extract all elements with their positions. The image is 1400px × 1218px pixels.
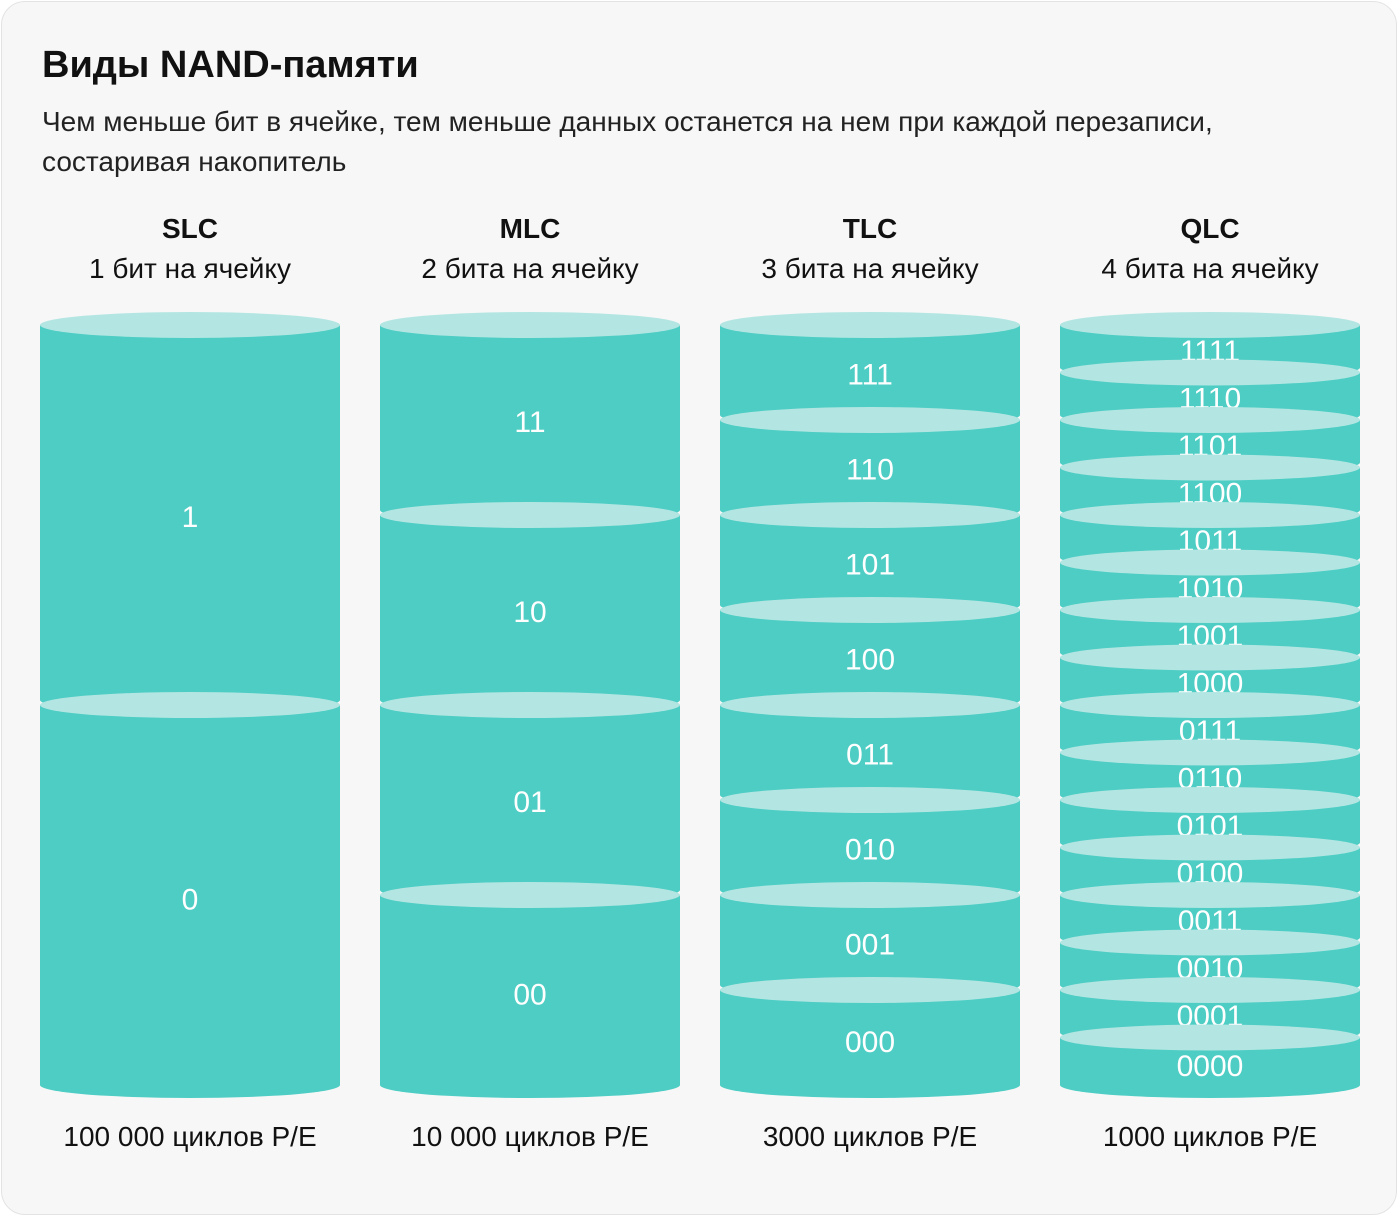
column-header-qlc: QLC 4 бита на ячейку xyxy=(1040,212,1380,286)
diagram-subtitle: Чем меньше бит в ячейке, тем меньше данн… xyxy=(42,106,1213,177)
diagram-title: Виды NAND-памяти xyxy=(42,44,419,86)
segment-top xyxy=(1060,977,1360,1003)
segment-state-label: 011 xyxy=(846,739,894,772)
segment-top xyxy=(720,977,1020,1003)
segment-top xyxy=(1060,882,1360,908)
segment-state-label: 111 xyxy=(847,359,893,392)
column-cycles-mlc: 10 000 циклов P/E xyxy=(411,1121,649,1152)
cell-state-segment: 0000 xyxy=(1060,1024,1360,1098)
segment-state-label: 110 xyxy=(846,454,894,487)
segment-top xyxy=(380,692,680,718)
segment-top xyxy=(1060,407,1360,433)
segment-top xyxy=(1060,597,1360,623)
segment-body xyxy=(1060,1037,1360,1098)
segment-top xyxy=(1060,312,1360,338)
column-description: 4 бита на ячейку xyxy=(1101,253,1319,284)
segment-body xyxy=(380,895,680,1098)
segment-top xyxy=(720,692,1020,718)
segment-body xyxy=(720,515,1020,618)
segment-state-label: 000 xyxy=(845,1026,895,1059)
column-name: SLC xyxy=(162,213,218,244)
cell-state-segment: 110 xyxy=(720,407,1020,523)
segment-top xyxy=(1060,549,1360,576)
segment-top xyxy=(1060,834,1360,861)
segment-top xyxy=(1060,787,1360,813)
segment-top xyxy=(720,407,1020,433)
segment-state-label: 01 xyxy=(513,786,546,819)
stack-qlc: 1111111011011100101110101001100001110110… xyxy=(1060,312,1360,1098)
column-description: 3 бита на ячейку xyxy=(761,253,979,284)
column-name: MLC xyxy=(499,213,561,244)
segment-top xyxy=(380,312,680,338)
column-cycles-tlc: 3000 циклов P/E xyxy=(762,1121,978,1152)
segment-body xyxy=(380,515,680,713)
segment-body xyxy=(720,610,1020,713)
cell-state-segment: 111 xyxy=(720,312,1020,428)
column-description: 1 бит на ячейку xyxy=(89,253,291,284)
segment-top xyxy=(1060,692,1360,718)
stack-tlc: 111 110 101 100 011 010 001 000 xyxy=(720,312,1020,1098)
stack-slc: 10 xyxy=(40,312,340,1098)
segment-top xyxy=(1060,502,1360,528)
column-header-mlc: MLC 2 бита на ячейку xyxy=(360,212,700,286)
segment-state-label: 010 xyxy=(845,834,895,867)
segment-state-label: 10 xyxy=(513,596,546,629)
segment-top xyxy=(1060,929,1360,956)
segment-state-label: 1 xyxy=(182,501,199,534)
segment-top xyxy=(720,882,1020,908)
segment-body xyxy=(380,325,680,523)
cell-state-segment: 0 xyxy=(40,692,340,1098)
segment-top xyxy=(1060,739,1360,766)
segment-top xyxy=(40,692,340,718)
column-cycles-slc: 100 000 циклов P/E xyxy=(63,1121,317,1152)
cell-state-segment: 00 xyxy=(380,882,680,1098)
segment-body xyxy=(720,325,1020,428)
segment-body xyxy=(720,990,1020,1098)
segment-state-label: 00 xyxy=(513,979,546,1012)
segment-top xyxy=(1060,454,1360,481)
cell-state-segment: 001 xyxy=(720,882,1020,998)
cell-state-segment: 10 xyxy=(380,502,680,713)
cell-state-segment: 11 xyxy=(380,312,680,523)
column-description: 2 бита на ячейку xyxy=(421,253,639,284)
segment-top xyxy=(1060,644,1360,671)
cell-state-segment: 100 xyxy=(720,597,1020,713)
segment-body xyxy=(40,705,340,1098)
segment-state-label: 11 xyxy=(514,406,545,439)
cell-state-segment: 010 xyxy=(720,787,1020,903)
segment-body xyxy=(720,705,1020,808)
column-name: QLC xyxy=(1180,213,1240,244)
stack-mlc: 11 10 01 00 xyxy=(380,312,680,1098)
segment-top xyxy=(720,312,1020,338)
segment-state-label: 100 xyxy=(845,644,895,677)
cell-state-segment: 01 xyxy=(380,692,680,903)
segment-state-label: 001 xyxy=(845,929,895,962)
column-cycles-qlc: 1000 циклов P/E xyxy=(1102,1121,1318,1152)
segment-top xyxy=(720,597,1020,623)
segment-state-label: 0 xyxy=(182,884,199,917)
segment-top xyxy=(720,787,1020,813)
segment-state-label: 0000 xyxy=(1177,1050,1244,1083)
segment-top xyxy=(1060,359,1360,386)
column-name: TLC xyxy=(842,213,898,244)
cell-state-segment: 000 xyxy=(720,977,1020,1098)
segment-state-label: 101 xyxy=(845,549,895,582)
segment-body xyxy=(720,895,1020,998)
column-header-tlc: TLC 3 бита на ячейку xyxy=(700,212,1040,286)
segment-top xyxy=(380,502,680,528)
segment-body xyxy=(720,420,1020,523)
segment-body xyxy=(380,705,680,903)
segment-body xyxy=(40,325,340,713)
column-header-slc: SLC 1 бит на ячейку xyxy=(20,212,360,286)
cell-state-segment: 1 xyxy=(40,312,340,713)
segment-top xyxy=(380,882,680,908)
segment-top xyxy=(1060,1024,1360,1051)
segment-body xyxy=(720,800,1020,903)
cell-state-segment: 101 xyxy=(720,502,1020,618)
cell-state-segment: 011 xyxy=(720,692,1020,808)
segment-top xyxy=(720,502,1020,528)
segment-top xyxy=(40,312,340,338)
